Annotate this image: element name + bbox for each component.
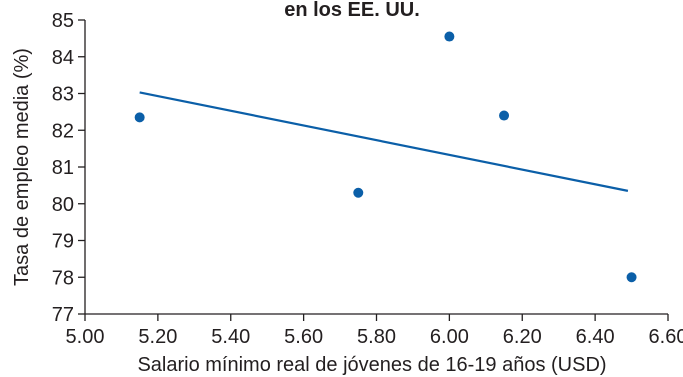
x-tick-label: 6.00 xyxy=(430,326,469,348)
y-tick-label: 85 xyxy=(52,10,74,32)
y-tick-label: 84 xyxy=(52,47,74,69)
x-tick-label: 6.40 xyxy=(576,326,615,348)
x-tick-label: 5.00 xyxy=(66,326,105,348)
x-tick-label: 5.60 xyxy=(284,326,323,348)
data-point xyxy=(353,187,364,198)
chart-title: en los EE. UU. xyxy=(284,0,420,21)
trend-line xyxy=(139,91,629,192)
data-point xyxy=(134,112,145,123)
y-tick-label: 81 xyxy=(52,157,74,179)
data-point xyxy=(626,272,637,283)
y-tick-label: 79 xyxy=(52,231,74,253)
x-tick-label: 6.60 xyxy=(649,326,683,348)
y-tick-label: 82 xyxy=(52,120,74,142)
x-tick-label: 5.20 xyxy=(138,326,177,348)
y-tick-label: 80 xyxy=(52,194,74,216)
y-tick-label: 83 xyxy=(52,84,74,106)
y-tick-label: 78 xyxy=(52,267,74,289)
y-axis-title: Tasa de empleo media (%) xyxy=(11,48,33,286)
x-tick-label: 5.40 xyxy=(211,326,250,348)
x-axis-title: Salario mínimo real de jóvenes de 16-19 … xyxy=(137,354,606,376)
y-tick-label: 77 xyxy=(52,304,74,326)
x-tick-label: 6.20 xyxy=(503,326,542,348)
data-point xyxy=(499,110,510,121)
data-point xyxy=(444,31,455,42)
plot-area: 77 78 79 80 81 82 83 84 85 5.00 5.20 5.40 5.60 5.80 6.… xyxy=(52,10,683,348)
x-tick-label: 5.80 xyxy=(357,326,396,348)
